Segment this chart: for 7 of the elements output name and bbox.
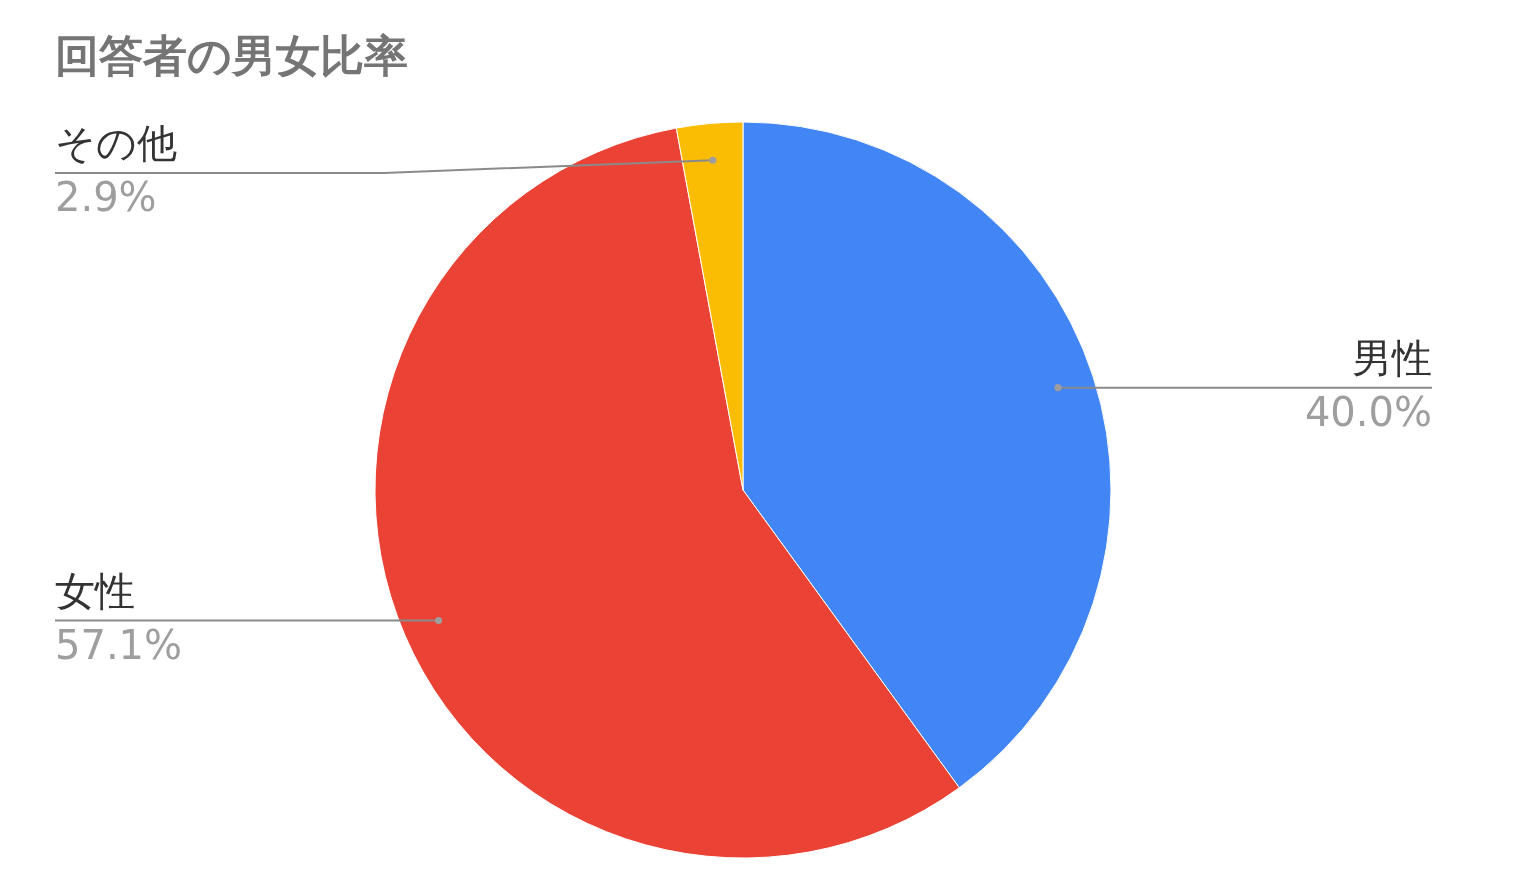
- slice-label: 女性: [55, 567, 135, 614]
- chart-title: 回答者の男女比率: [55, 30, 408, 81]
- slice-label: 男性: [1352, 334, 1432, 381]
- data-label: 40.0%: [1304, 388, 1432, 435]
- data-label: 2.9%: [55, 174, 157, 220]
- data-label: 57.1%: [55, 621, 183, 668]
- slice-label: その他: [55, 120, 177, 166]
